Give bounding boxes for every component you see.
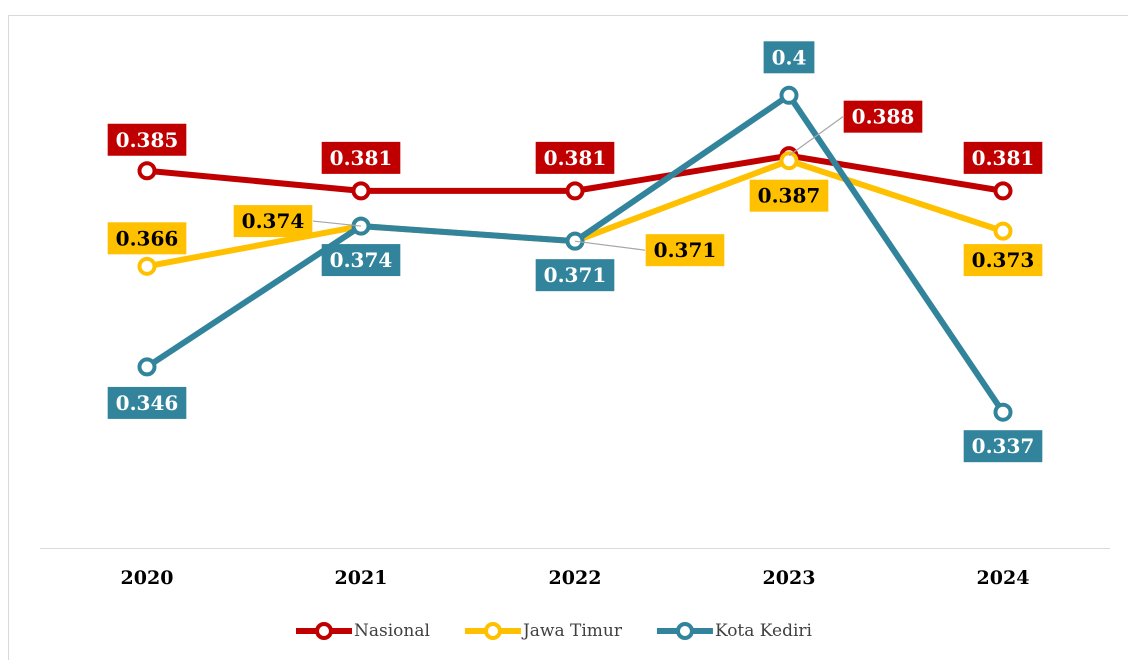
data-label-box xyxy=(749,179,829,212)
data-label-text: 0.366 xyxy=(116,226,179,250)
data-label-box xyxy=(107,123,187,156)
data-label: 0.373 xyxy=(963,244,1043,277)
data-label-box xyxy=(321,141,401,174)
data-label: 0.381 xyxy=(963,141,1043,174)
data-label-text: 0.388 xyxy=(852,105,915,129)
data-label: 0.4 xyxy=(763,41,815,74)
leader-line xyxy=(312,220,362,227)
data-label-box xyxy=(963,141,1043,174)
x-tick-label: 2024 xyxy=(977,567,1030,589)
x-tick-label: 2021 xyxy=(335,567,388,589)
data-label-text: 0.371 xyxy=(544,263,607,287)
data-label-box xyxy=(535,141,615,174)
legend-marker xyxy=(675,622,694,640)
data-label-box xyxy=(233,205,313,238)
data-label: 0.381 xyxy=(321,141,401,174)
legend-label: Jawa Timur xyxy=(521,621,623,641)
data-label: 0.387 xyxy=(749,179,829,212)
data-point xyxy=(993,221,1013,241)
data-label: 0.374 xyxy=(233,205,362,238)
data-label-text: 0.374 xyxy=(242,209,305,233)
data-label: 0.385 xyxy=(107,123,187,156)
data-point xyxy=(565,181,585,201)
legend-marker xyxy=(483,622,502,640)
data-label-text: 0.381 xyxy=(972,146,1035,170)
data-label-box xyxy=(107,386,187,419)
data-label-text: 0.373 xyxy=(972,248,1035,272)
data-label-box xyxy=(321,244,401,277)
data-label: 0.337 xyxy=(963,430,1043,463)
data-label-text: 0.381 xyxy=(544,146,607,170)
chart-frame xyxy=(8,15,1128,660)
data-label: 0.381 xyxy=(535,141,615,174)
legend-label: Kota Kediri xyxy=(715,621,813,641)
x-tick-label: 2023 xyxy=(763,567,816,589)
data-label-box xyxy=(963,430,1043,463)
data-label-text: 0.387 xyxy=(758,184,821,208)
data-label: 0.371 xyxy=(574,234,725,267)
data-label: 0.388 xyxy=(788,100,923,157)
data-label-text: 0.381 xyxy=(330,146,393,170)
x-tick-label: 2022 xyxy=(549,567,602,589)
data-point xyxy=(779,85,799,105)
leader-line xyxy=(788,116,844,157)
data-point xyxy=(779,151,799,171)
data-label: 0.374 xyxy=(321,244,401,277)
data-label-box xyxy=(107,222,187,255)
data-label-text: 0.4 xyxy=(772,45,807,69)
data-point xyxy=(137,161,157,181)
data-point xyxy=(993,181,1013,201)
data-label-text: 0.374 xyxy=(330,248,393,272)
data-label-box xyxy=(963,244,1043,277)
x-tick-label: 2020 xyxy=(121,567,174,589)
data-label-text: 0.346 xyxy=(116,391,179,415)
data-label: 0.366 xyxy=(107,222,187,255)
legend-label: Nasional xyxy=(354,621,430,641)
data-label-box xyxy=(763,41,815,74)
data-label: 0.371 xyxy=(535,259,615,292)
data-label-text: 0.385 xyxy=(116,128,179,152)
data-label-box xyxy=(843,100,923,133)
data-label-box xyxy=(535,259,615,292)
data-label-text: 0.337 xyxy=(972,434,1035,458)
leader-line xyxy=(574,240,646,251)
data-label: 0.346 xyxy=(107,386,187,419)
data-point xyxy=(351,181,371,201)
data-label-text: 0.371 xyxy=(654,238,717,262)
legend-marker xyxy=(315,622,333,640)
data-label-box xyxy=(645,234,725,267)
data-point xyxy=(137,256,157,276)
data-point xyxy=(993,402,1013,422)
data-point xyxy=(137,357,157,377)
